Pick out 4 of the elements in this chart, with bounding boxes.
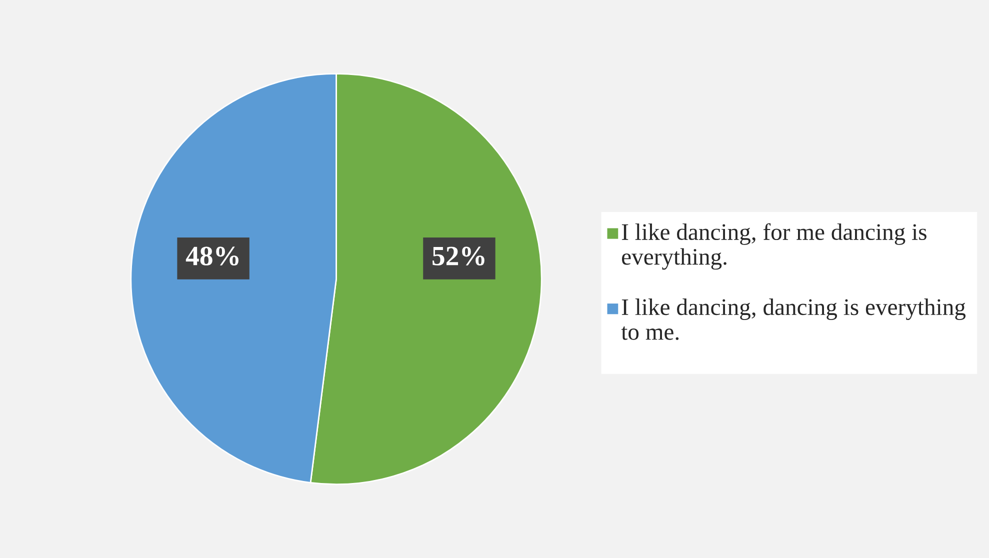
legend-label: I like dancing, dancing is everything to me. bbox=[621, 298, 966, 340]
data-label: 52% bbox=[432, 246, 484, 266]
legend-label: I like dancing, for me dancing is everything. bbox=[622, 223, 926, 270]
data-label: 48% bbox=[186, 246, 238, 266]
